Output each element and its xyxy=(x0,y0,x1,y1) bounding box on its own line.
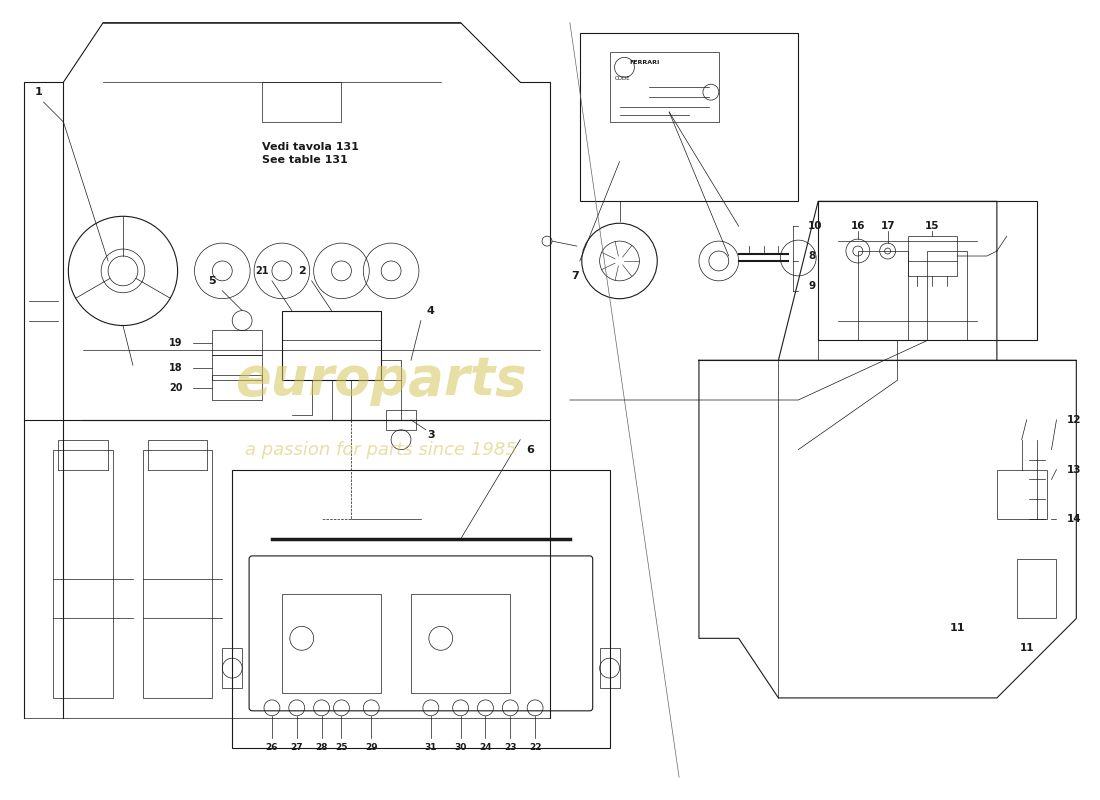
Text: 12: 12 xyxy=(1066,415,1081,425)
Text: 24: 24 xyxy=(480,743,492,752)
Bar xyxy=(212,355,262,380)
Text: 8: 8 xyxy=(808,251,815,261)
Text: FERRARI: FERRARI xyxy=(629,60,660,66)
Text: 19: 19 xyxy=(169,338,183,348)
Bar xyxy=(580,33,799,202)
Text: 26: 26 xyxy=(266,743,278,752)
Bar xyxy=(232,470,609,747)
Text: 18: 18 xyxy=(169,363,183,374)
Text: 23: 23 xyxy=(504,743,517,752)
Bar xyxy=(411,594,510,693)
Text: 28: 28 xyxy=(316,743,328,752)
Text: 21: 21 xyxy=(255,266,268,276)
Text: 29: 29 xyxy=(365,743,377,752)
Text: CODE: CODE xyxy=(615,76,630,82)
Bar xyxy=(997,470,1046,519)
Bar xyxy=(818,202,1036,341)
Text: 13: 13 xyxy=(1066,465,1081,474)
Bar xyxy=(212,330,262,355)
Text: 25: 25 xyxy=(336,743,348,752)
Text: 9: 9 xyxy=(808,281,815,290)
Text: 1: 1 xyxy=(35,87,43,97)
Text: 2: 2 xyxy=(298,266,306,276)
Bar xyxy=(282,594,382,693)
Text: 20: 20 xyxy=(169,383,183,393)
Bar xyxy=(212,375,262,400)
Bar xyxy=(262,82,341,122)
Bar xyxy=(908,236,957,276)
Text: 3: 3 xyxy=(427,430,434,440)
Text: 14: 14 xyxy=(1066,514,1081,524)
Text: 16: 16 xyxy=(850,222,865,231)
Text: a passion for parts since 1985: a passion for parts since 1985 xyxy=(245,441,517,458)
Text: 15: 15 xyxy=(925,222,939,231)
Bar xyxy=(1016,559,1056,618)
Bar xyxy=(386,410,416,430)
Text: 27: 27 xyxy=(290,743,304,752)
Text: 11: 11 xyxy=(949,623,965,634)
Bar xyxy=(609,53,718,122)
Text: 4: 4 xyxy=(427,306,434,316)
Text: 31: 31 xyxy=(425,743,437,752)
Text: 30: 30 xyxy=(454,743,466,752)
Bar xyxy=(858,251,907,341)
Bar xyxy=(927,251,967,341)
Text: 7: 7 xyxy=(571,271,579,281)
Text: 5: 5 xyxy=(209,276,217,286)
Text: 10: 10 xyxy=(808,222,823,231)
Text: 6: 6 xyxy=(526,445,535,454)
Text: 11: 11 xyxy=(1020,643,1034,654)
Text: europarts: europarts xyxy=(235,354,527,406)
Text: 17: 17 xyxy=(880,222,895,231)
Text: 22: 22 xyxy=(529,743,541,752)
Bar xyxy=(282,310,382,380)
Text: Vedi tavola 131
See table 131: Vedi tavola 131 See table 131 xyxy=(262,142,359,165)
